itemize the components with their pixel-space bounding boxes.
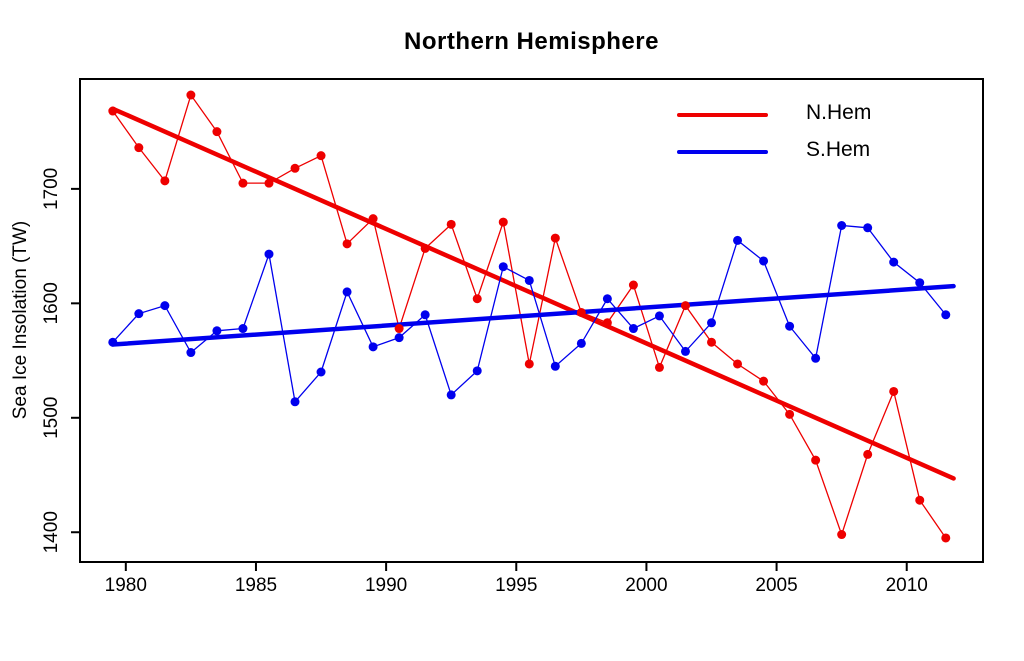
data-point-nhem [472, 294, 482, 304]
data-point-shem [264, 249, 274, 259]
chart-title: Northern Hemisphere [404, 28, 659, 55]
legend-label-shem: S.Hem [806, 138, 871, 161]
data-point-nhem [889, 386, 899, 396]
data-point-shem [524, 275, 534, 285]
data-point-nhem [264, 178, 274, 188]
data-point-shem [785, 321, 795, 331]
data-point-shem [472, 366, 482, 376]
data-point-shem [863, 223, 873, 233]
data-point-shem [160, 301, 170, 311]
data-point-shem [576, 338, 586, 348]
data-point-shem [420, 310, 430, 320]
y-tick-label: 1500 [41, 397, 62, 439]
data-point-shem [759, 256, 769, 266]
data-point-shem [186, 348, 196, 358]
data-point-nhem [498, 217, 508, 227]
x-tick-label: 1990 [365, 575, 407, 596]
data-point-nhem [941, 533, 951, 543]
data-point-shem [498, 262, 508, 272]
data-point-nhem [524, 359, 534, 369]
trend-line-shem [110, 283, 956, 347]
data-point-shem [628, 324, 638, 334]
data-point-nhem [134, 143, 144, 153]
y-tick-label: 1400 [41, 511, 62, 553]
data-point-nhem [394, 324, 404, 334]
legend: N.Hem S.Hem [660, 95, 920, 170]
data-point-shem [134, 309, 144, 319]
data-point-shem [108, 337, 118, 347]
data-point-shem [680, 346, 690, 356]
data-point-nhem [759, 376, 769, 386]
data-point-nhem [446, 219, 456, 229]
data-point-nhem [290, 163, 300, 173]
data-point-nhem [654, 362, 664, 372]
data-point-nhem [863, 449, 873, 459]
data-point-nhem [811, 455, 821, 465]
data-point-shem [915, 278, 925, 288]
data-point-nhem [707, 337, 717, 347]
x-tick-label: 1985 [235, 575, 277, 596]
y-tick-label: 1600 [41, 282, 62, 324]
data-point-shem [837, 221, 847, 231]
data-point-nhem [212, 127, 222, 137]
data-point-nhem [368, 214, 378, 224]
data-point-nhem [576, 307, 586, 317]
data-point-shem [733, 235, 743, 245]
data-point-shem [238, 324, 248, 334]
y-tick-label: 1700 [41, 168, 62, 210]
data-point-shem [446, 390, 456, 400]
legend-line-nhem [677, 113, 768, 117]
data-point-nhem [785, 409, 795, 419]
data-point-nhem [837, 530, 847, 540]
data-point-shem [811, 353, 821, 363]
data-point-nhem [108, 106, 118, 116]
x-tick-label: 2000 [625, 575, 667, 596]
data-point-nhem [628, 280, 638, 290]
data-point-nhem [342, 239, 352, 249]
data-point-nhem [160, 176, 170, 186]
x-tick-label: 2010 [886, 575, 928, 596]
data-point-nhem [915, 495, 925, 505]
data-point-nhem [602, 318, 612, 328]
data-point-shem [212, 326, 222, 336]
data-point-nhem [733, 359, 743, 369]
data-point-nhem [186, 90, 196, 100]
data-point-nhem [238, 178, 248, 188]
data-point-shem [707, 318, 717, 328]
legend-label-nhem: N.Hem [806, 101, 872, 124]
data-point-shem [654, 311, 664, 321]
data-point-shem [342, 287, 352, 297]
data-point-shem [889, 257, 899, 267]
data-point-shem [941, 310, 951, 320]
x-tick-label: 2005 [755, 575, 797, 596]
data-point-shem [368, 342, 378, 352]
plot-frame [79, 78, 984, 563]
data-point-shem [316, 367, 326, 377]
data-point-shem [394, 333, 404, 343]
data-point-shem [602, 294, 612, 304]
data-point-nhem [420, 243, 430, 253]
data-point-nhem [550, 233, 560, 243]
x-tick-label: 1980 [105, 575, 147, 596]
data-point-shem [550, 361, 560, 371]
data-point-nhem [316, 151, 326, 161]
legend-line-shem [677, 150, 768, 154]
x-tick-label: 1995 [495, 575, 537, 596]
data-point-shem [290, 397, 300, 407]
data-point-nhem [680, 301, 690, 311]
